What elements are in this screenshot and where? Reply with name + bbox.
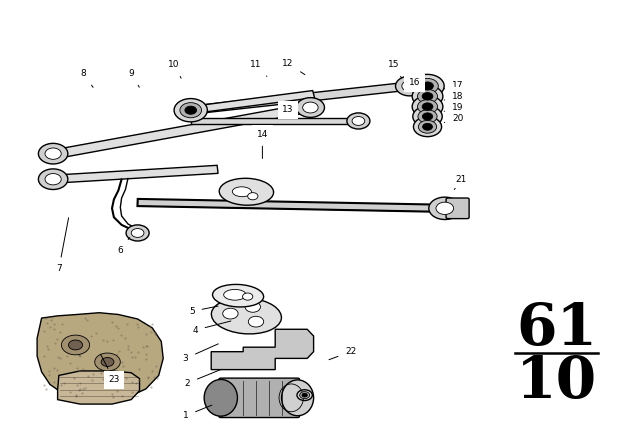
- Circle shape: [45, 173, 61, 185]
- Circle shape: [422, 113, 433, 120]
- Circle shape: [436, 202, 454, 215]
- Circle shape: [95, 353, 120, 371]
- Text: 8: 8: [81, 69, 93, 87]
- Text: 23: 23: [100, 354, 120, 384]
- Circle shape: [174, 99, 207, 122]
- Circle shape: [422, 123, 433, 130]
- Circle shape: [417, 89, 438, 103]
- Polygon shape: [138, 199, 445, 212]
- Circle shape: [302, 393, 307, 397]
- Text: 9: 9: [129, 69, 140, 87]
- Circle shape: [303, 102, 318, 113]
- Text: 12: 12: [282, 59, 305, 75]
- Text: 7: 7: [56, 218, 68, 273]
- Circle shape: [347, 113, 370, 129]
- Text: 19: 19: [444, 103, 463, 112]
- Circle shape: [412, 96, 443, 117]
- Text: 20: 20: [444, 114, 463, 123]
- Circle shape: [412, 86, 443, 107]
- Text: 11: 11: [250, 60, 267, 77]
- Text: 61: 61: [516, 301, 597, 358]
- Text: 4: 4: [193, 321, 231, 335]
- Ellipse shape: [282, 380, 314, 416]
- Circle shape: [243, 293, 253, 300]
- Circle shape: [422, 103, 433, 110]
- Circle shape: [300, 392, 310, 399]
- Text: 6: 6: [118, 237, 130, 255]
- Circle shape: [131, 228, 144, 237]
- Circle shape: [126, 225, 149, 241]
- Text: 13: 13: [282, 105, 295, 114]
- Text: 17: 17: [444, 81, 463, 90]
- Text: 18: 18: [444, 92, 463, 101]
- Text: 5: 5: [189, 306, 218, 316]
- Polygon shape: [58, 371, 140, 404]
- Circle shape: [411, 74, 444, 98]
- Polygon shape: [211, 329, 314, 370]
- Polygon shape: [190, 90, 314, 114]
- Ellipse shape: [204, 379, 237, 416]
- Circle shape: [101, 358, 114, 366]
- Text: 14: 14: [257, 130, 268, 159]
- Circle shape: [45, 148, 61, 159]
- Circle shape: [413, 106, 442, 127]
- FancyBboxPatch shape: [219, 378, 300, 418]
- Text: 2: 2: [185, 369, 221, 388]
- Circle shape: [296, 98, 324, 117]
- Polygon shape: [190, 82, 410, 114]
- Text: 22: 22: [329, 347, 356, 360]
- Circle shape: [38, 169, 68, 190]
- Circle shape: [417, 99, 438, 114]
- Circle shape: [417, 78, 438, 94]
- Circle shape: [422, 82, 433, 90]
- Circle shape: [297, 390, 312, 401]
- FancyBboxPatch shape: [446, 198, 469, 219]
- Ellipse shape: [224, 289, 246, 300]
- Circle shape: [180, 103, 202, 118]
- Circle shape: [418, 110, 437, 123]
- Text: 10: 10: [516, 354, 597, 409]
- Text: 15: 15: [388, 60, 402, 78]
- Circle shape: [245, 302, 260, 312]
- Circle shape: [352, 116, 365, 125]
- Circle shape: [248, 193, 258, 200]
- Polygon shape: [52, 165, 218, 183]
- Circle shape: [248, 316, 264, 327]
- Text: 10: 10: [168, 60, 181, 78]
- Circle shape: [419, 121, 436, 133]
- Ellipse shape: [212, 284, 264, 307]
- Polygon shape: [37, 313, 163, 401]
- Polygon shape: [191, 117, 358, 124]
- Polygon shape: [51, 103, 312, 159]
- Text: 16: 16: [409, 78, 420, 87]
- Circle shape: [68, 340, 83, 350]
- Circle shape: [396, 76, 424, 96]
- Text: 1: 1: [183, 405, 212, 420]
- Circle shape: [402, 81, 417, 91]
- Circle shape: [422, 93, 433, 100]
- Circle shape: [413, 117, 442, 137]
- Ellipse shape: [232, 187, 252, 197]
- Circle shape: [429, 197, 461, 220]
- Circle shape: [38, 143, 68, 164]
- Ellipse shape: [220, 178, 273, 205]
- Text: 3: 3: [183, 344, 218, 363]
- Text: 21: 21: [454, 175, 467, 190]
- Ellipse shape: [211, 298, 282, 334]
- Circle shape: [223, 308, 238, 319]
- Circle shape: [61, 335, 90, 355]
- Circle shape: [185, 106, 196, 114]
